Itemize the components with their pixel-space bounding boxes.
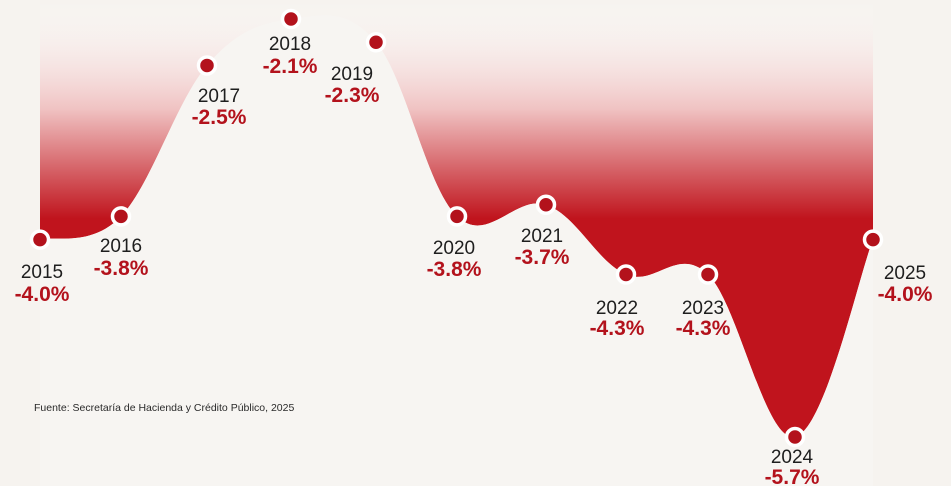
data-point-2021 bbox=[535, 194, 557, 216]
year-label-2022: 2022 bbox=[596, 298, 638, 319]
source-note: Fuente: Secretaría de Hacienda y Crédito… bbox=[34, 402, 294, 414]
year-label-2019: 2019 bbox=[331, 64, 373, 85]
year-label-2020: 2020 bbox=[433, 238, 475, 259]
area-below-curve bbox=[40, 15, 873, 486]
value-label-2024: -5.7% bbox=[765, 466, 820, 486]
value-label-2025: -4.0% bbox=[878, 283, 933, 306]
value-label-2021: -3.7% bbox=[515, 246, 570, 269]
value-label-2019: -2.3% bbox=[325, 84, 380, 107]
data-point-2022 bbox=[615, 264, 637, 285]
data-point-2023 bbox=[697, 264, 719, 285]
data-point-2020 bbox=[446, 206, 468, 227]
data-point-2025 bbox=[862, 229, 884, 250]
value-label-2023: -4.3% bbox=[676, 317, 731, 340]
value-label-2015: -4.0% bbox=[15, 283, 70, 306]
year-label-2015: 2015 bbox=[21, 262, 63, 283]
data-point-2015 bbox=[29, 229, 51, 250]
data-point-2019 bbox=[365, 31, 387, 53]
year-label-2021: 2021 bbox=[521, 226, 563, 247]
data-point-2016 bbox=[110, 206, 132, 227]
data-point-2024 bbox=[784, 426, 806, 448]
value-label-2020: -3.8% bbox=[427, 258, 482, 281]
year-label-2023: 2023 bbox=[682, 298, 724, 319]
year-label-2025: 2025 bbox=[884, 263, 926, 284]
value-label-2017: -2.5% bbox=[192, 106, 247, 129]
year-label-2024: 2024 bbox=[771, 447, 814, 468]
year-label-2018: 2018 bbox=[269, 34, 311, 55]
data-point-2018 bbox=[280, 8, 302, 30]
data-point-2017 bbox=[196, 55, 218, 76]
value-label-2018: -2.1% bbox=[263, 55, 318, 78]
value-label-2016: -3.8% bbox=[94, 257, 149, 280]
year-label-2016: 2016 bbox=[100, 236, 142, 257]
deficit-area bbox=[40, 0, 873, 438]
value-label-2022: -4.3% bbox=[590, 317, 645, 340]
year-label-2017: 2017 bbox=[198, 86, 240, 107]
